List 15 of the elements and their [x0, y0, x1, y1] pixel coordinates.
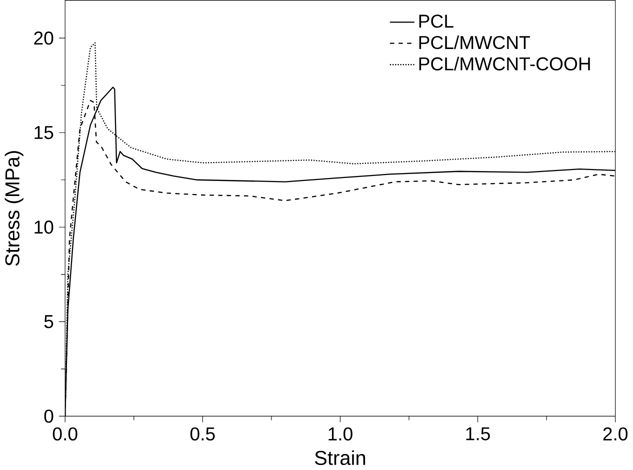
x-tick-label: 1.0	[328, 427, 352, 441]
y-axis-title: Stress (MPa)	[4, 151, 24, 266]
y-tick-label: 10	[34, 220, 54, 234]
x-tick-label: 1.5	[466, 427, 490, 440]
x-tick-label: 0.0	[52, 427, 78, 441]
x-tick-label: 0.5	[190, 427, 215, 441]
legend-label: PCL	[419, 14, 454, 28]
y-tick-label: 15	[34, 126, 54, 140]
legend-label: PCL/MWCNT-COOH	[419, 56, 590, 71]
legend-label: PCL/MWCNT	[419, 36, 530, 50]
x-tick-label: 2.0	[603, 427, 628, 441]
x-axis-title: Strain	[314, 450, 366, 466]
y-tick-label: 0	[44, 410, 54, 423]
y-tick-label: 20	[34, 32, 54, 45]
y-tick-label: 5	[44, 315, 54, 328]
